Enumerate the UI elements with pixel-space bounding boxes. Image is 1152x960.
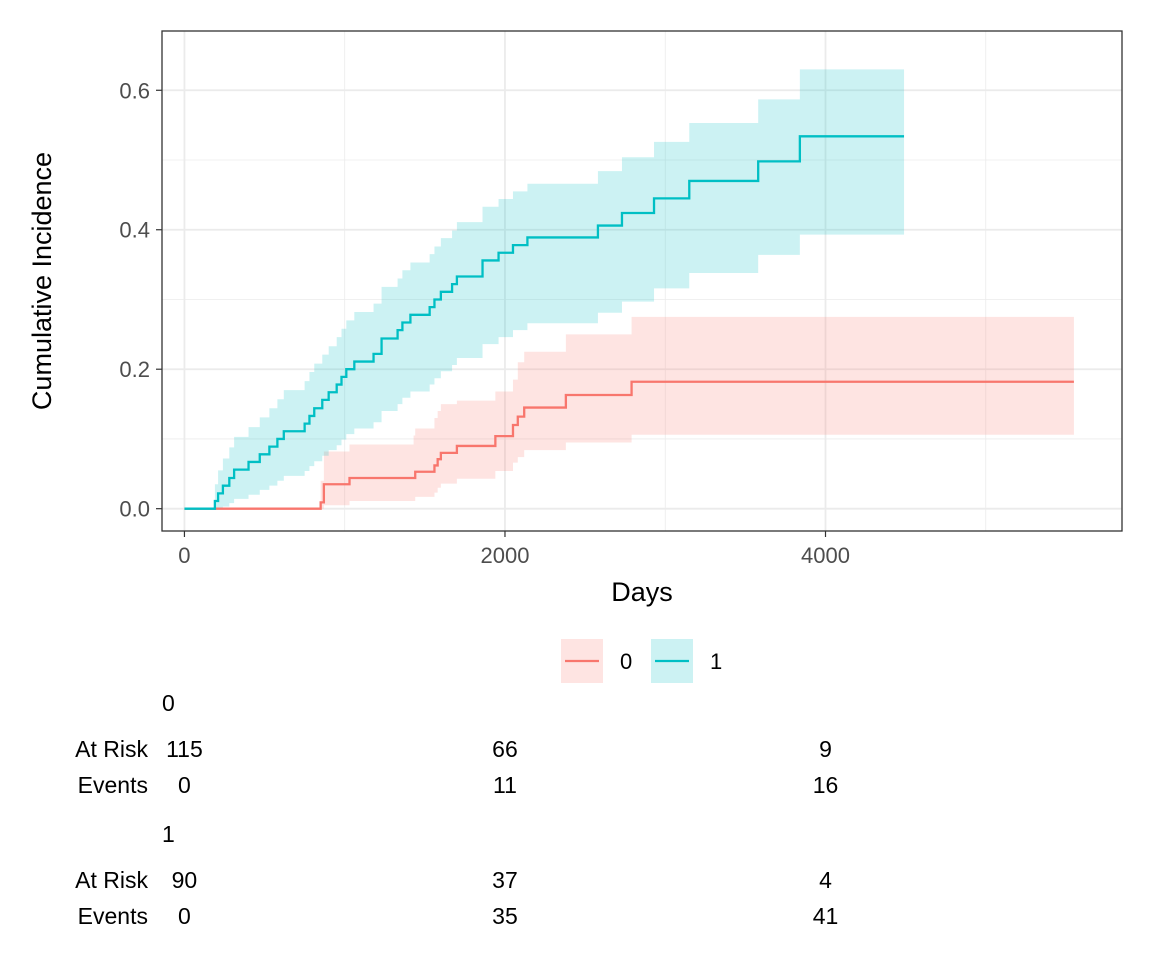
risk-value: 11 [493,772,517,798]
risk-value: 0 [178,772,191,798]
risk-value: 16 [813,772,839,798]
risk-value: 66 [492,736,518,762]
risk-table: 0 At Risk 115 66 9 Events 0 11 16 1 At Risk 90 37 4 Ev… [75,690,838,929]
confidence-bands [184,48,1074,509]
x-tick-label: 0 [178,543,190,568]
risk-group-title: 1 [162,821,175,847]
risk-group-0: 0 At Risk 115 66 9 Events 0 11 16 [75,690,838,798]
incidence-lines [184,135,1074,510]
plot-panel [162,31,1122,531]
legend-item-1: 1 [651,639,722,683]
incidence-line-0 [184,380,1074,510]
risk-value: 35 [492,903,518,929]
incidence-line-1 [184,135,905,510]
risk-value: 9 [819,736,832,762]
risk-value: 115 [166,736,203,762]
y-tick-label: 0.4 [119,218,150,243]
risk-value: 0 [178,903,191,929]
risk-value: 37 [492,867,518,893]
risk-row-label: At Risk [75,736,148,762]
axis-ticks: 0 2000 4000 0.0 0.2 0.4 0.6 [119,78,850,568]
risk-row-label: At Risk [75,867,148,893]
x-tick-label: 2000 [480,543,529,568]
grid-lines [162,31,1122,531]
confidence-band-0 [184,316,1074,509]
y-tick-label: 0.0 [119,497,150,522]
risk-group-1: 1 At Risk 90 37 4 Events 0 35 41 [75,821,838,929]
risk-value: 90 [172,867,198,893]
risk-value: 41 [813,903,839,929]
plot-border [161,30,1123,532]
y-tick-label: 0.2 [119,357,150,382]
legend-item-0: 0 [561,639,632,683]
legend-label: 0 [620,649,632,674]
x-axis-title: Days [611,577,673,607]
risk-value: 4 [819,867,832,893]
legend-label: 1 [710,649,722,674]
risk-group-title: 0 [162,690,175,716]
risk-row-label: Events [78,772,148,798]
x-tick-label: 4000 [801,543,850,568]
y-tick-label: 0.6 [119,78,150,103]
risk-row-label: Events [78,903,148,929]
confidence-band-1 [184,48,905,509]
y-axis-title: Cumulative Incidence [27,152,57,410]
